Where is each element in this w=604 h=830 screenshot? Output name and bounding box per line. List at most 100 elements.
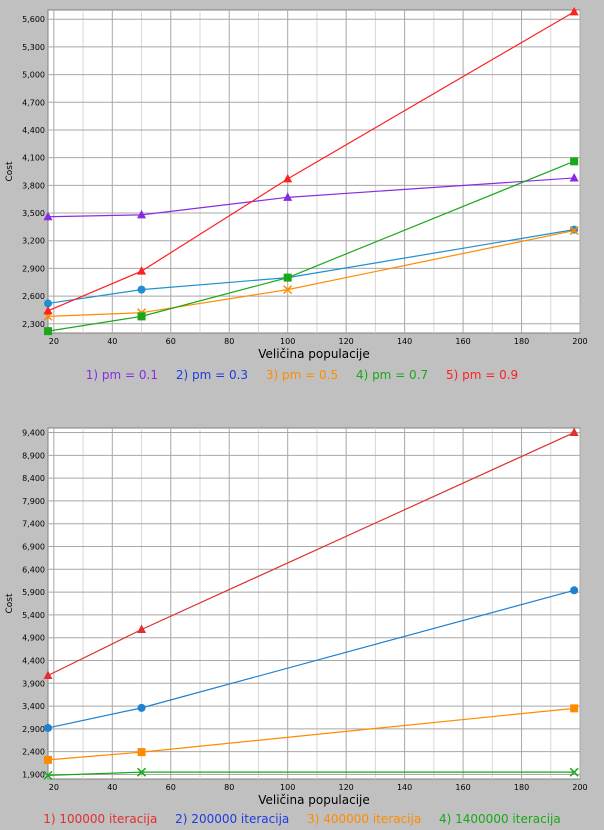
c1-x-tick-label: 20 <box>49 783 59 792</box>
legend-top-item-4: 4) pm = 0.7 <box>355 368 429 382</box>
c1-y-tick-label: 4,900 <box>22 634 45 643</box>
c1-y-tick-label: 2,900 <box>22 725 45 734</box>
legend-bottom: 1) 100000 iteracija 2) 200000 iteracija … <box>0 812 604 826</box>
c0-series-5-point <box>43 305 53 315</box>
chart-top: 20 40 60 80 100 120 140 160 180 200 2,300 2,600 2,90… <box>0 0 604 392</box>
c0-y-tick-label: 5,600 <box>22 15 45 24</box>
legend-top-item-3: 3) pm = 0.5 <box>265 368 339 382</box>
c0-y-tick-label: 4,700 <box>22 98 45 107</box>
c1-x-tick-label: 120 <box>339 783 354 792</box>
legend-top-item-1: 1) pm = 0.1 <box>85 368 159 382</box>
c0-plot-area <box>47 9 581 334</box>
c1-y-tick-label: 3,400 <box>22 702 45 711</box>
c0-series-4-point <box>44 327 52 336</box>
c0-series-4-line <box>47 160 575 332</box>
chart-separator <box>0 392 604 418</box>
c1-series-1-point <box>43 670 53 680</box>
c1-series-4-point-stroke <box>569 767 579 777</box>
c1-y-axis-label: Cost <box>5 593 15 613</box>
c0-series-4-point <box>283 273 292 282</box>
c1-series-3-point <box>570 704 579 713</box>
c0-series-1-line <box>47 177 575 218</box>
legend-top-item-2: 2) pm = 0.3 <box>175 368 249 382</box>
chart-top-svg: 20 40 60 80 100 120 140 160 180 200 2,300 2,600 2,90… <box>5 6 588 361</box>
c0-y-tick-label: 3,500 <box>22 209 45 218</box>
c0-y-tick-label: 3,800 <box>22 181 45 190</box>
c1-series-1-point <box>137 624 147 633</box>
c1-series-1-point <box>569 427 579 437</box>
c1-y-tick-label: 4,400 <box>22 656 45 665</box>
c0-y-tick-label: 2,600 <box>22 292 45 301</box>
c0-x-tick-label: 120 <box>339 337 354 346</box>
c1-series-4-point <box>569 767 579 777</box>
c1-x-tick-label: 180 <box>514 783 529 792</box>
c0-y-tick-label: 2,900 <box>22 264 45 273</box>
c1-x-tick-label: 60 <box>166 783 176 792</box>
c1-y-tick-label: 3,900 <box>22 679 45 688</box>
c1-y-tick-label: 8,900 <box>22 451 45 460</box>
c0-y-tick-label: 3,200 <box>22 237 45 246</box>
c1-x-tick-label: 100 <box>280 783 295 792</box>
c1-x-tick-label: 160 <box>455 783 470 792</box>
c1-series-4-point-stroke <box>43 770 53 780</box>
c1-series-3-point <box>137 748 146 757</box>
c0-y-tick-label: 5,300 <box>22 43 45 52</box>
c0-series-5-point <box>569 6 579 16</box>
c1-y-tick-label: 1,900 <box>22 770 45 779</box>
c0-series-1-point <box>569 172 579 182</box>
c1-series-4-point <box>43 770 53 780</box>
c1-x-axis-label: Veličina populacije <box>258 793 370 807</box>
c0-series-5-point <box>283 173 293 183</box>
c1-y-tick-label: 8,400 <box>22 474 45 483</box>
c0-series-4-point <box>137 312 146 321</box>
legend-bottom-item-1: 1) 100000 iteracija <box>43 812 158 826</box>
c0-x-tick-label: 140 <box>397 337 412 346</box>
c0-series-3-point-stroke <box>283 285 293 295</box>
chart-bottom: 20 40 60 80 100 120 140 160 180 200 1,900 2,400 2,90… <box>0 418 604 830</box>
legend-top-item-5: 5) pm = 0.9 <box>445 368 519 382</box>
c1-series-3-point <box>44 755 52 764</box>
legend-top: 1) pm = 0.1 2) pm = 0.3 3) pm = 0.5 4) p… <box>0 368 604 382</box>
c1-x-tick-label: 200 <box>572 783 587 792</box>
c1-plot-area <box>47 427 581 780</box>
c0-x-tick-label: 200 <box>572 337 587 346</box>
c0-x-tick-label: 20 <box>49 337 59 346</box>
c0-series-3-point <box>283 285 293 295</box>
c0-series-1-point <box>137 209 147 219</box>
c1-y-tick-label: 5,400 <box>22 611 45 620</box>
c1-y-tick-label: 6,900 <box>22 543 45 552</box>
c1-x-tick-label: 80 <box>224 783 234 792</box>
c1-x-tick-label: 140 <box>397 783 412 792</box>
c1-series-4-point <box>137 767 147 777</box>
c0-series-3-line <box>47 229 575 317</box>
c1-series-2-point <box>44 723 52 732</box>
c0-x-tick-label: 60 <box>166 337 176 346</box>
c1-x-tick-label: 40 <box>107 783 117 792</box>
c1-y-tick-label: 5,900 <box>22 588 45 597</box>
c0-x-tick-label: 160 <box>455 337 470 346</box>
c0-x-tick-label: 40 <box>107 337 117 346</box>
c0-series-2-line <box>47 229 575 305</box>
c0-series-4-point <box>570 157 579 166</box>
legend-bottom-item-2: 2) 200000 iteracija <box>175 812 290 826</box>
c0-series-2-point <box>44 299 52 308</box>
chart-bottom-svg: 20 40 60 80 100 120 140 160 180 200 1,900 2,400 2,90… <box>5 427 588 807</box>
c1-series-2-point <box>570 586 579 595</box>
c0-y-tick-label: 4,400 <box>22 126 45 135</box>
c1-y-tick-label: 6,400 <box>22 565 45 574</box>
c1-y-tick-label: 7,900 <box>22 497 45 506</box>
legend-bottom-item-3: 3) 400000 iteracija <box>307 812 422 826</box>
c1-y-tick-label: 9,400 <box>22 429 45 438</box>
c0-series-3-point <box>569 226 579 236</box>
c0-series-5-line <box>47 11 575 312</box>
c1-y-tick-label: 2,400 <box>22 748 45 757</box>
legend-bottom-item-4: 4) 1400000 iteracija <box>439 812 561 826</box>
c0-series-3-point-stroke <box>569 226 579 236</box>
c1-series-4-point-stroke <box>137 767 147 777</box>
c1-y-tick-label: 7,400 <box>22 520 45 529</box>
c0-y-tick-label: 4,100 <box>22 154 45 163</box>
c0-series-5-point <box>137 266 147 275</box>
c0-y-axis-label: Cost <box>5 161 15 181</box>
c0-y-tick-label: 2,300 <box>22 320 45 329</box>
c0-series-1-point <box>43 211 53 221</box>
